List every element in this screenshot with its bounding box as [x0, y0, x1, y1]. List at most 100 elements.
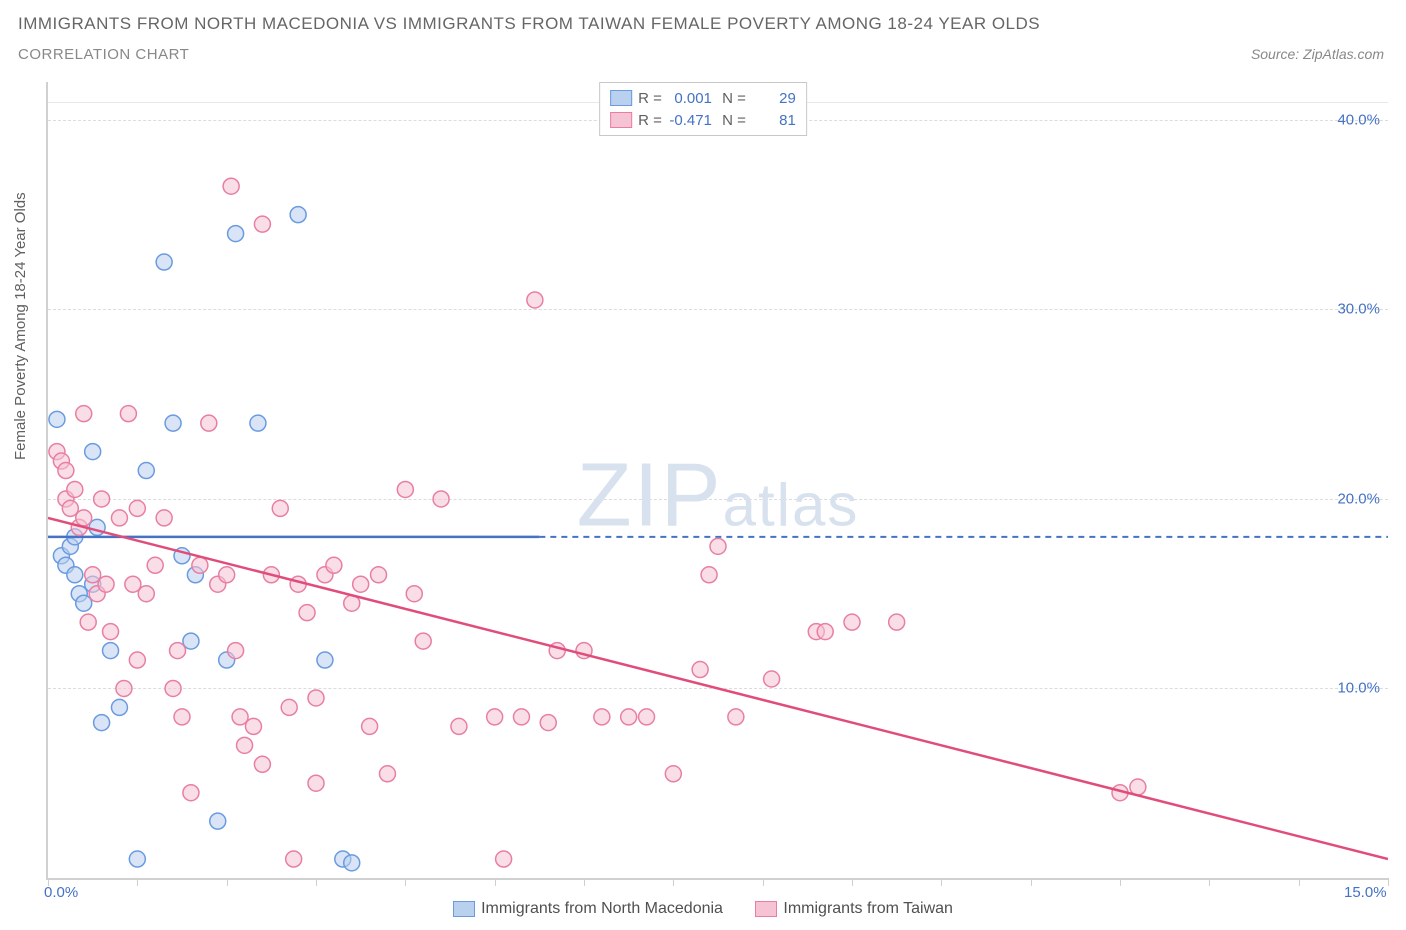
x-tick	[1388, 878, 1389, 886]
x-tick-label-right: 15.0%	[1344, 884, 1387, 901]
y-axis-label: Female Poverty Among 18-24 Year Olds	[12, 192, 29, 460]
scatter-point-series-1	[98, 576, 114, 592]
scatter-point-series-1	[129, 652, 145, 668]
scatter-point-series-1	[415, 633, 431, 649]
scatter-point-series-0	[317, 652, 333, 668]
scatter-point-series-0	[138, 463, 154, 479]
scatter-point-series-0	[49, 411, 65, 427]
n-value-1: 81	[752, 112, 796, 129]
scatter-point-series-1	[281, 699, 297, 715]
scatter-point-series-1	[201, 415, 217, 431]
scatter-point-series-1	[67, 481, 83, 497]
scatter-point-series-1	[94, 491, 110, 507]
scatter-point-series-1	[174, 709, 190, 725]
scatter-point-series-1	[728, 709, 744, 725]
scatter-point-series-1	[692, 662, 708, 678]
scatter-point-series-0	[156, 254, 172, 270]
scatter-point-series-1	[451, 718, 467, 734]
x-minor-tick	[941, 878, 942, 886]
scatter-point-series-1	[272, 500, 288, 516]
scatter-point-series-1	[228, 643, 244, 659]
scatter-point-series-1	[353, 576, 369, 592]
scatter-point-series-1	[621, 709, 637, 725]
trend-line-series-1	[48, 518, 1388, 859]
scatter-point-series-1	[308, 775, 324, 791]
legend-item-0: Immigrants from North Macedonia	[453, 900, 723, 918]
scatter-point-series-1	[170, 643, 186, 659]
scatter-point-series-1	[362, 718, 378, 734]
scatter-point-series-1	[147, 557, 163, 573]
plot-area: ZIPatlas 10.0%20.0%30.0%40.0%	[46, 82, 1388, 880]
scatter-point-series-1	[80, 614, 96, 630]
scatter-point-series-0	[344, 855, 360, 871]
scatter-point-series-1	[639, 709, 655, 725]
scatter-point-series-1	[138, 586, 154, 602]
scatter-point-series-1	[701, 567, 717, 583]
scatter-point-series-1	[129, 500, 145, 516]
scatter-point-series-1	[165, 680, 181, 696]
n-value-0: 29	[752, 90, 796, 107]
scatter-point-series-1	[192, 557, 208, 573]
scatter-point-series-1	[183, 785, 199, 801]
scatter-point-series-1	[111, 510, 127, 526]
chart-title: IMMIGRANTS FROM NORTH MACEDONIA VS IMMIG…	[18, 14, 1040, 34]
scatter-point-series-1	[286, 851, 302, 867]
stats-row-series-0: R = 0.001 N = 29	[610, 87, 796, 109]
x-minor-tick	[673, 878, 674, 886]
scatter-point-series-1	[710, 538, 726, 554]
scatter-point-series-1	[371, 567, 387, 583]
x-minor-tick	[763, 878, 764, 886]
scatter-point-series-1	[156, 510, 172, 526]
scatter-point-series-0	[94, 715, 110, 731]
scatter-point-series-1	[232, 709, 248, 725]
scatter-point-series-1	[58, 463, 74, 479]
scatter-point-series-1	[379, 766, 395, 782]
x-minor-tick	[1031, 878, 1032, 886]
scatter-point-series-0	[228, 226, 244, 242]
r-value-0: 0.001	[668, 90, 712, 107]
x-minor-tick	[852, 878, 853, 886]
swatch-series-0	[610, 90, 632, 106]
scatter-point-series-1	[1130, 779, 1146, 795]
x-minor-tick	[1209, 878, 1210, 886]
x-minor-tick	[1120, 878, 1121, 886]
x-minor-tick	[1299, 878, 1300, 886]
scatter-point-series-1	[406, 586, 422, 602]
scatter-point-series-1	[496, 851, 512, 867]
x-minor-tick	[316, 878, 317, 886]
scatter-point-series-1	[120, 406, 136, 422]
scatter-point-series-1	[76, 406, 92, 422]
scatter-point-series-1	[326, 557, 342, 573]
stats-row-series-1: R = -0.471 N = 81	[610, 109, 796, 131]
scatter-point-series-1	[219, 567, 235, 583]
scatter-point-series-1	[308, 690, 324, 706]
scatter-point-series-1	[433, 491, 449, 507]
scatter-point-series-1	[889, 614, 905, 630]
chart-subtitle: CORRELATION CHART	[18, 46, 189, 63]
scatter-point-series-1	[103, 624, 119, 640]
stats-legend-box: R = 0.001 N = 29 R = -0.471 N = 81	[599, 82, 807, 136]
scatter-point-series-1	[254, 756, 270, 772]
scatter-svg	[48, 82, 1388, 878]
scatter-point-series-1	[844, 614, 860, 630]
scatter-point-series-0	[290, 207, 306, 223]
scatter-point-series-1	[665, 766, 681, 782]
scatter-point-series-1	[223, 178, 239, 194]
scatter-point-series-0	[129, 851, 145, 867]
bottom-legend: Immigrants from North Macedonia Immigran…	[0, 900, 1406, 922]
x-minor-tick	[584, 878, 585, 886]
scatter-point-series-0	[250, 415, 266, 431]
scatter-point-series-1	[527, 292, 543, 308]
swatch-series-1	[610, 112, 632, 128]
scatter-point-series-0	[67, 567, 83, 583]
scatter-point-series-0	[103, 643, 119, 659]
scatter-point-series-1	[397, 481, 413, 497]
scatter-point-series-1	[540, 715, 556, 731]
scatter-point-series-1	[487, 709, 503, 725]
scatter-point-series-1	[254, 216, 270, 232]
scatter-point-series-1	[594, 709, 610, 725]
scatter-point-series-1	[817, 624, 833, 640]
legend-label-1: Immigrants from Taiwan	[783, 900, 953, 918]
scatter-point-series-1	[513, 709, 529, 725]
scatter-point-series-1	[76, 510, 92, 526]
